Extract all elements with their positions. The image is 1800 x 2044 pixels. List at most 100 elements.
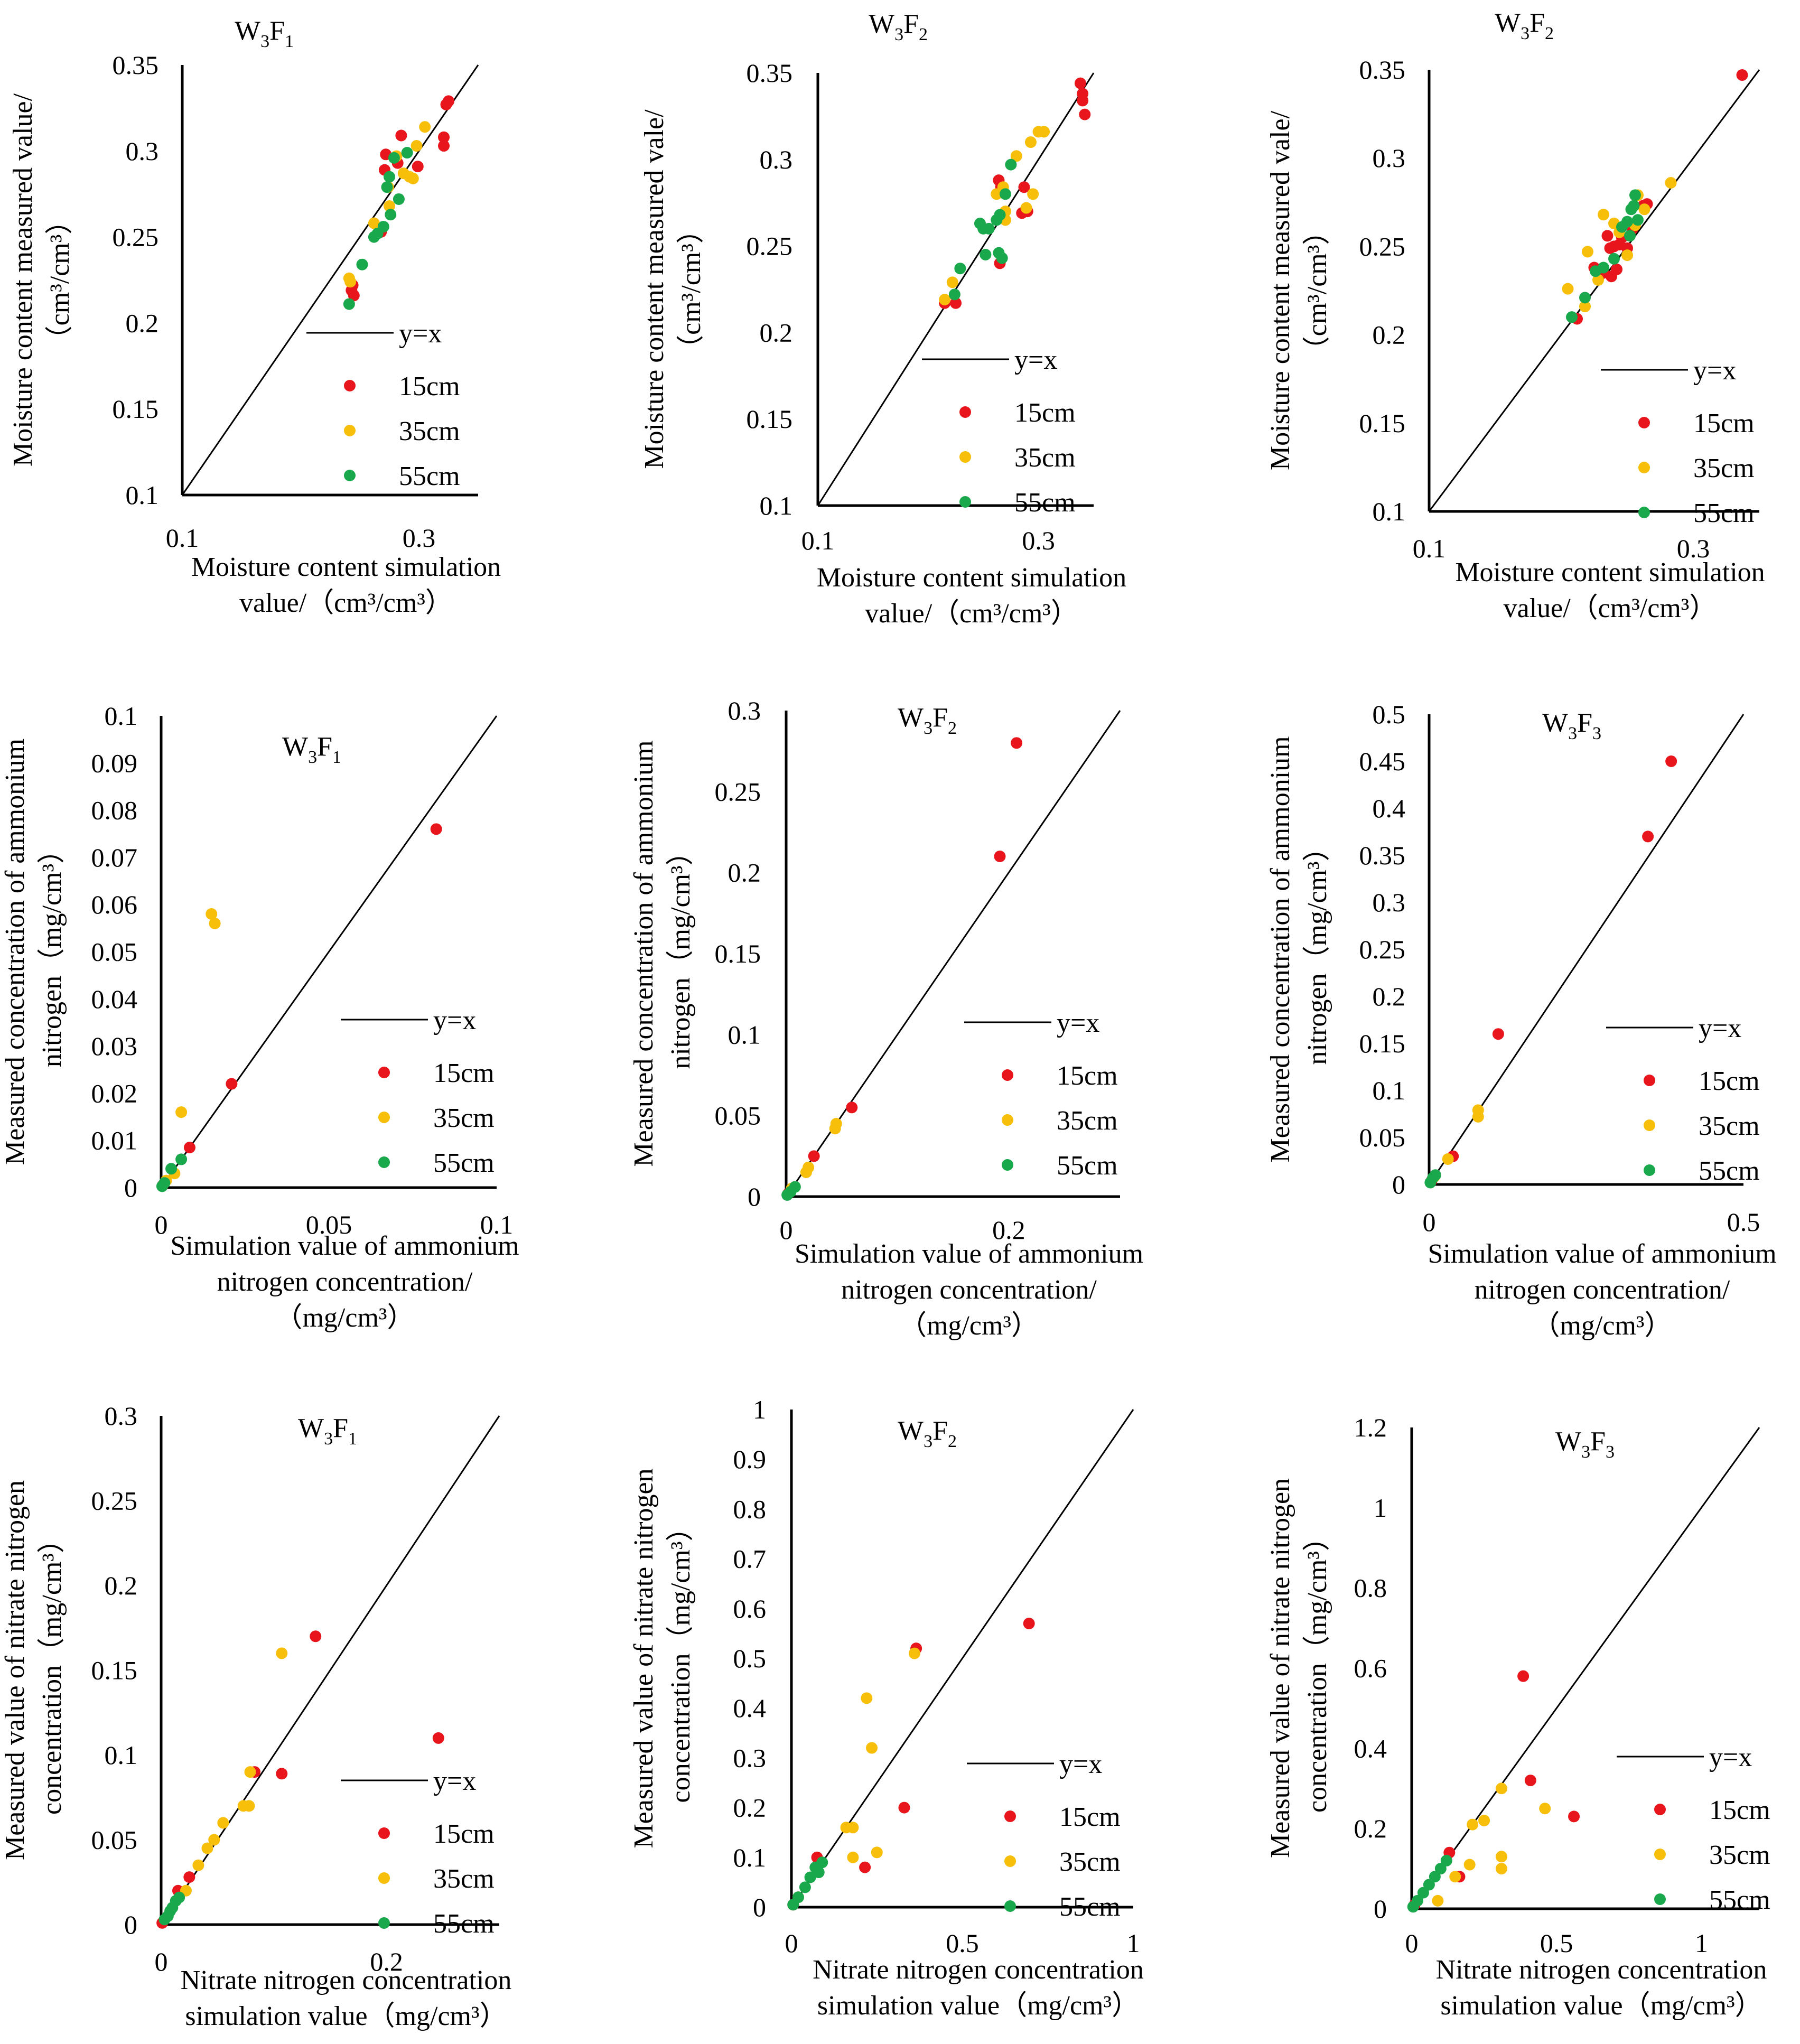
data-point-55cm [1621, 216, 1633, 228]
legend-label: 15cm [399, 371, 460, 402]
legend-label: 35cm [1057, 1106, 1118, 1136]
legend-label: 35cm [399, 416, 460, 446]
data-point-35cm [1020, 202, 1032, 214]
data-point-35cm [243, 1800, 255, 1812]
legend-marker [378, 1917, 390, 1929]
x-axis-label: Nitrate nitrogen concentration [813, 1955, 1144, 1985]
y-tick-label: 0.8 [1354, 1573, 1387, 1603]
y-axis-label: nitrogen（mg/cm³） [666, 838, 696, 1069]
y-tick-label: 0.1 [105, 1740, 138, 1770]
data-point-55cm [384, 171, 395, 183]
data-point-55cm [343, 298, 355, 310]
chart-panel-1: 0.1 0.15 0.2 0.25 0.3 0.35 0.1 0.3 W3F1 Moisture … [8, 16, 501, 618]
legend-label-y-equals-x: y=x [433, 1766, 476, 1796]
data-point-15cm [430, 823, 442, 835]
x-axis-label: simulation value（mg/cm³） [817, 1991, 1139, 2021]
legend-label: 55cm [1699, 1156, 1760, 1186]
data-point-55cm [1429, 1871, 1441, 1883]
y-axis-label: Measured concentration of ammonium [0, 739, 30, 1165]
legend-label: 35cm [1059, 1847, 1121, 1877]
legend-marker [344, 380, 356, 391]
legend-marker [1002, 1069, 1013, 1081]
y-tick-label: 0.15 [715, 939, 761, 968]
y-axis-label: concentration（mg/cm³） [37, 1526, 67, 1815]
data-point-55cm [388, 152, 400, 164]
data-point-55cm [999, 188, 1011, 200]
y-tick-label: 0.5 [733, 1644, 767, 1673]
y-tick-label: 0.35 [113, 50, 159, 80]
x-tick-label: 0.3 [1677, 534, 1710, 563]
y-tick-label: 0 [748, 1182, 761, 1211]
data-point-15cm [438, 131, 450, 143]
y-tick-label: 0.06 [91, 890, 138, 919]
data-point-55cm [789, 1181, 801, 1193]
data-point-35cm [908, 1647, 920, 1659]
legend-label: 15cm [1709, 1795, 1770, 1825]
legend-marker [1638, 507, 1650, 518]
x-axis-label: Simulation value of ammonium [795, 1239, 1143, 1269]
y-tick-label: 0.3 [728, 696, 761, 725]
y-tick-label: 1 [753, 1395, 766, 1424]
data-point-35cm [411, 140, 423, 152]
data-point-15cm [1568, 1810, 1580, 1823]
chart-panel-4: 0 0.01 0.02 0.03 0.04 0.05 0.06 0.07 0.08 0.09 0.1… [0, 701, 519, 1333]
y-tick-label: 1 [1374, 1493, 1387, 1523]
legend-marker [378, 1156, 390, 1168]
y-tick-label: 0.2 [728, 858, 761, 888]
legend-label-y-equals-x: y=x [1699, 1013, 1741, 1043]
legend-label-y-equals-x: y=x [1059, 1749, 1102, 1779]
data-point-35cm [1495, 1863, 1507, 1875]
data-point-55cm [1624, 230, 1636, 242]
y-tick-label: 0 [1374, 1894, 1387, 1924]
data-point-15cm [1492, 1028, 1504, 1040]
data-point-15cm [1079, 108, 1091, 120]
x-axis-label: Simulation value of ammonium [170, 1231, 519, 1261]
legend-marker [1004, 1900, 1016, 1912]
x-axis-label: nitrogen concentration/ [217, 1267, 473, 1297]
data-point-15cm [846, 1102, 858, 1114]
y-tick-label: 0.35 [1359, 55, 1406, 85]
legend-label: 55cm [433, 1148, 495, 1178]
data-point-55cm [816, 1856, 828, 1869]
data-point-35cm [368, 217, 380, 229]
x-tick-label: 0.05 [306, 1210, 352, 1239]
data-point-55cm [1632, 214, 1644, 226]
y-tick-label: 0.3 [760, 145, 793, 174]
x-tick-label: 0.2 [992, 1215, 1025, 1245]
data-point-15cm [438, 140, 450, 152]
chart-panel-3: 0.1 0.15 0.2 0.25 0.3 0.35 0.1 0.3 W3F2 Moisture … [1265, 8, 1765, 623]
reference-line-y-equals-x [1428, 69, 1760, 512]
data-point-35cm [1432, 1894, 1444, 1907]
reference-line-y-equals-x [160, 715, 498, 1188]
x-tick-label: 0 [780, 1215, 793, 1245]
data-point-55cm [1440, 1854, 1452, 1866]
data-point-15cm [1018, 181, 1030, 193]
y-tick-label: 0.07 [91, 843, 138, 872]
data-point-55cm [173, 1891, 185, 1903]
legend-marker [378, 1827, 390, 1839]
data-point-55cm [1629, 189, 1641, 201]
data-point-35cm [1038, 126, 1050, 138]
y-tick-label: 0 [1392, 1170, 1405, 1199]
legend-label: 55cm [399, 461, 460, 491]
data-point-15cm [310, 1630, 322, 1642]
y-tick-label: 0.3 [105, 1401, 138, 1431]
data-point-15cm [348, 290, 360, 302]
x-tick-label: 0.5 [1727, 1207, 1760, 1237]
x-axis-label: Moisture content simulation [191, 552, 501, 582]
data-point-55cm [994, 209, 1006, 221]
data-point-55cm [401, 147, 413, 159]
data-point-15cm [1606, 270, 1617, 283]
data-point-55cm [1411, 1894, 1423, 1907]
legend-marker [1002, 1114, 1013, 1126]
chart-title: W3F3 [1555, 1426, 1615, 1462]
y-axis-label: nitrogen（mg/cm³） [37, 836, 67, 1067]
legend-marker [1004, 1810, 1016, 1822]
legend-label: 55cm [1709, 1885, 1770, 1915]
y-tick-label: 0.3 [126, 136, 159, 166]
data-point-15cm [1665, 755, 1677, 767]
data-point-15cm [1011, 737, 1023, 749]
legend-label: 55cm [1057, 1151, 1118, 1181]
legend-label: 15cm [1014, 398, 1076, 428]
